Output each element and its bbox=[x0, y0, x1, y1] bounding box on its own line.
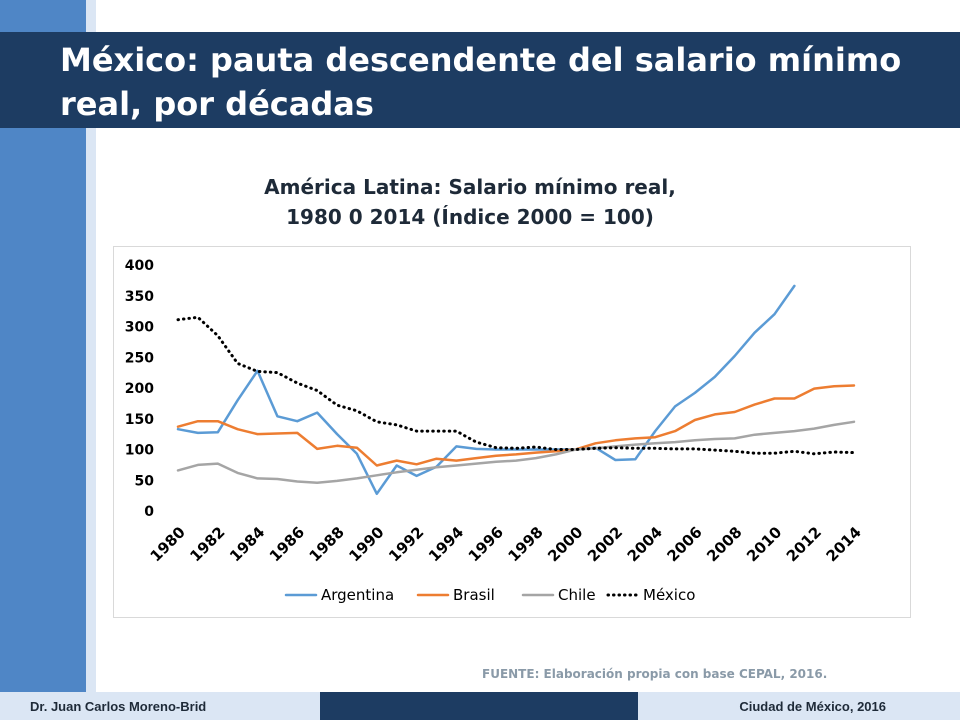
x-tick-label: 2012 bbox=[783, 523, 825, 565]
x-axis: 1980198219841986198819901992199419961998… bbox=[147, 523, 865, 565]
x-tick-label: 1990 bbox=[345, 523, 387, 565]
footer-author: Dr. Juan Carlos Moreno-Brid bbox=[30, 699, 207, 714]
y-tick-label: 200 bbox=[125, 381, 154, 397]
x-tick-label: 2000 bbox=[544, 523, 586, 565]
x-tick-label: 2004 bbox=[624, 523, 666, 565]
x-tick-label: 2010 bbox=[743, 523, 785, 565]
slide-title: México: pauta descendente del salario mí… bbox=[60, 41, 902, 123]
y-tick-label: 100 bbox=[125, 443, 154, 459]
x-tick-label: 1994 bbox=[425, 523, 467, 565]
y-tick-label: 250 bbox=[125, 350, 154, 366]
source-note: FUENTE: Elaboración propia con base CEPA… bbox=[482, 667, 828, 681]
chart-title-line1: América Latina: Salario mínimo real, bbox=[264, 175, 676, 199]
y-tick-label: 50 bbox=[135, 473, 155, 489]
series-line-chile bbox=[176, 420, 856, 484]
legend-label: Brasil bbox=[453, 586, 495, 604]
title-bar bbox=[0, 32, 960, 128]
y-axis: 0 50 100 150 200 250 300 350 400 bbox=[125, 258, 154, 520]
series-line-argentina bbox=[176, 284, 796, 496]
x-tick-label: 1996 bbox=[465, 523, 507, 565]
x-tick-label: 1980 bbox=[147, 523, 189, 565]
chart-title-line2: 1980 0 2014 (Índice 2000 = 100) bbox=[286, 205, 654, 229]
x-tick-label: 1992 bbox=[385, 523, 427, 565]
series-line-mxico bbox=[176, 315, 856, 456]
y-tick-label: 400 bbox=[125, 258, 154, 274]
x-tick-label: 1998 bbox=[504, 523, 546, 565]
legend-label: Chile bbox=[558, 586, 596, 604]
x-tick-label: 1988 bbox=[306, 523, 348, 565]
footer-middle-band bbox=[320, 692, 638, 720]
chart-title: América Latina: Salario mínimo real, 198… bbox=[160, 172, 780, 232]
y-tick-label: 150 bbox=[125, 412, 154, 428]
y-tick-label: 0 bbox=[144, 504, 154, 520]
legend: Argentina Brasil Chile México bbox=[284, 586, 695, 604]
x-tick-label: 2008 bbox=[703, 523, 745, 565]
legend-label: Argentina bbox=[321, 586, 394, 604]
y-tick-label: 300 bbox=[125, 320, 154, 336]
footer-left-band bbox=[0, 692, 320, 720]
x-tick-label: 1982 bbox=[186, 523, 228, 565]
chart-frame: 0 50 100 150 200 250 300 350 400 1980 1982 1984 198… bbox=[113, 246, 911, 618]
x-tick-label: 1986 bbox=[266, 523, 308, 565]
x-tick-label: 1984 bbox=[226, 523, 268, 565]
series-line-brasil bbox=[176, 384, 856, 467]
series-lines bbox=[176, 284, 856, 496]
footer-right-band bbox=[638, 692, 960, 720]
left-accent-thin-stripe bbox=[86, 0, 96, 720]
footer-place: Ciudad de México, 2016 bbox=[739, 699, 886, 714]
x-tick-label: 2002 bbox=[584, 523, 626, 565]
x-tick-label: 2014 bbox=[823, 523, 865, 565]
y-tick-label: 350 bbox=[125, 289, 154, 305]
legend-label: México bbox=[643, 586, 695, 604]
x-tick-label: 2006 bbox=[664, 523, 706, 565]
